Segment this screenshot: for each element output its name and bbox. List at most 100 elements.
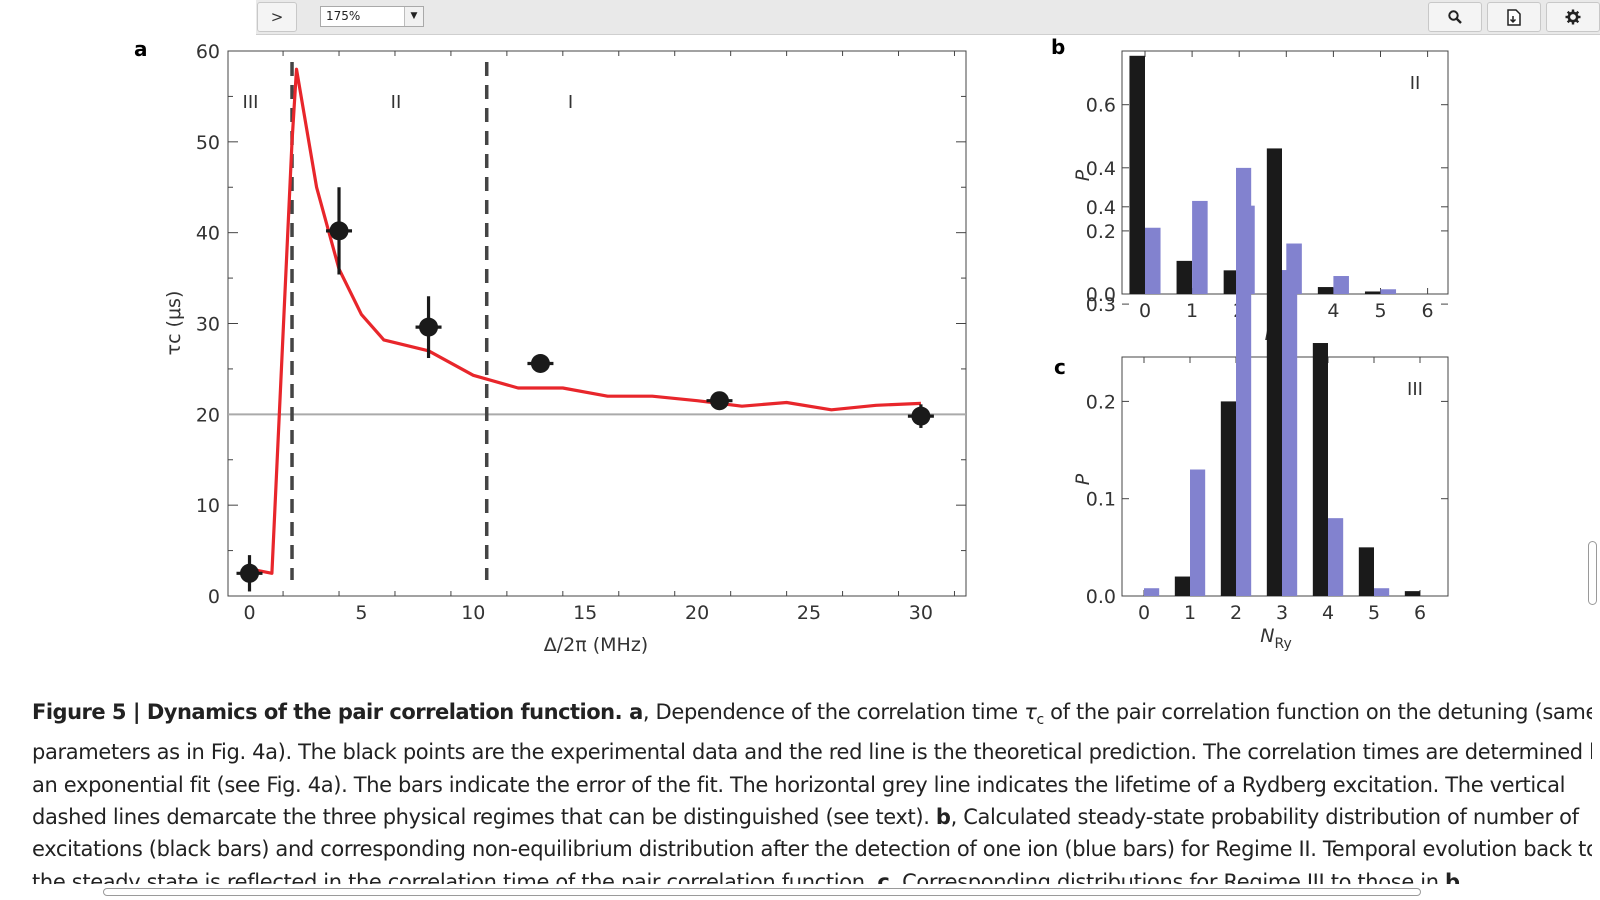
toolbar-background [256,0,1600,35]
caption-text: dashed lines demarcate the three physica… [32,805,936,830]
figure-caption: Figure 5 | Dynamics of the pair correlat… [32,696,1592,898]
bar-steady-state [1317,287,1334,294]
bar-after-detection [1282,270,1298,596]
y-tick-label: 50 [196,132,220,154]
x-tick-label: 5 [1368,602,1380,624]
x-tick-label: 30 [909,602,933,624]
panel-label-a: a [134,37,148,61]
x-tick-label: 15 [573,602,597,624]
caption-text: an exponential fit (see Fig. 4a). The ba… [32,772,1566,797]
bar-steady-state [1266,148,1282,597]
data-point [709,391,729,411]
y-tick-label: 0.0 [1086,284,1116,306]
vertical-scroll-thumb[interactable] [1588,541,1597,605]
gear-icon [1565,9,1581,25]
y-tick-label: 0.2 [1086,391,1116,413]
y-axis-label: P [1072,473,1094,485]
x-tick-label: 6 [1414,602,1426,624]
caption-line: dashed lines demarcate the three physica… [32,801,1592,833]
x-axis-label: NRy [1260,625,1291,652]
bar-after-detection [1333,276,1349,294]
bar-steady-state [1129,55,1145,294]
y-tick-label: 0.0 [1086,586,1116,608]
panel-label-c: c [1054,355,1066,379]
y-tick-label: 20 [196,404,220,426]
bar-steady-state [1220,401,1236,596]
regime-label: III [243,92,259,113]
toolbar: > 175% ▼ [0,0,1600,35]
data-point [329,221,349,241]
caption-line: Figure 5 | Dynamics of the pair correlat… [32,696,1592,736]
caption-text: excitations (black bars) and correspondi… [32,837,1592,862]
y-tick-label: 30 [196,314,220,336]
y-tick-label: 40 [196,223,220,245]
x-tick-label: 2 [1230,602,1242,624]
x-tick-label: 0 [243,602,255,624]
bar-after-detection [1192,200,1208,294]
x-tick-label: 20 [685,602,709,624]
y-tick-label: 60 [196,41,220,63]
chevron-right-icon: > [270,8,284,26]
x-tick-label: 5 [355,602,367,624]
caption-text: . [1459,869,1467,894]
x-tick-label: 6 [1422,300,1434,322]
y-tick-label: 10 [196,495,220,517]
theory-line [249,67,921,575]
x-tick-label: 4 [1322,602,1334,624]
caption-text: b [935,805,951,830]
regime-label: II [391,92,402,113]
settings-button[interactable] [1546,2,1600,32]
caption-line: parameters as in Fig. 4a). The black poi… [32,736,1592,768]
vertical-scrollbar[interactable] [1582,34,1600,884]
zoom-select[interactable]: 175% ▼ [320,6,424,27]
y-axis-label: P [1072,169,1094,181]
chart-a: 0 10 20 30 40 50 60 0 5 10 15 20 25 30 Δ/2π (MHz) τc (μ… [163,41,967,656]
bar-steady-state [1174,576,1190,596]
bar-steady-state [1223,270,1240,294]
x-axis-label: Δ/2π (MHz) [544,634,648,656]
x-tick-label: 25 [797,602,821,624]
regime-label: II [1410,73,1421,94]
caption-title: Figure 5 | Dynamics of the pair correlat… [32,700,623,724]
caption-text: parameters as in Fig. 4a). The black poi… [32,740,1592,765]
chevron-down-icon[interactable]: ▼ [404,7,423,26]
data-point [240,563,259,583]
bar-steady-state [1312,343,1328,596]
bar-steady-state [1176,260,1193,294]
caption-text: , Dependence of the correlation time [642,700,1025,724]
y-tick-label: 0.3 [1086,294,1116,316]
search-button[interactable] [1428,2,1482,32]
bar-after-detection [1190,469,1206,596]
next-page-button[interactable]: > [257,2,297,32]
regime-label: III [1407,379,1423,400]
y-axis-label: τc (μs) [163,291,185,356]
caption-text: a [622,700,643,724]
x-tick-label: 10 [461,602,485,624]
data-point [419,317,439,337]
regime-label: I [568,92,573,113]
horizontal-scrollbar[interactable] [0,884,1600,900]
x-tick-label: 0 [1138,602,1150,624]
bar-steady-state [1364,291,1381,294]
horizontal-scroll-thumb[interactable] [103,888,1421,896]
export-button[interactable] [1487,2,1541,32]
data-point [530,353,550,373]
plot-frame [1121,50,1449,295]
caption-text: , Calculated steady-state probability di… [950,805,1579,830]
x-tick-label: 1 [1184,602,1196,624]
x-tick-label: 4 [1327,300,1339,322]
bar-after-detection [1236,167,1252,596]
y-tick-label: 0 [208,586,220,608]
caption-line: excitations (black bars) and correspondi… [32,833,1592,865]
bar-steady-state [1358,547,1374,596]
y-tick-label: 0.1 [1086,489,1116,511]
panel-label-b: b [1051,35,1065,59]
bar-after-detection [1145,227,1161,294]
bar-after-detection [1374,588,1390,596]
x-tick-label: 1 [1186,300,1198,322]
y-tick-label: 0.4 [1086,197,1116,219]
bar-after-detection [1144,588,1160,596]
data-point [911,406,931,426]
